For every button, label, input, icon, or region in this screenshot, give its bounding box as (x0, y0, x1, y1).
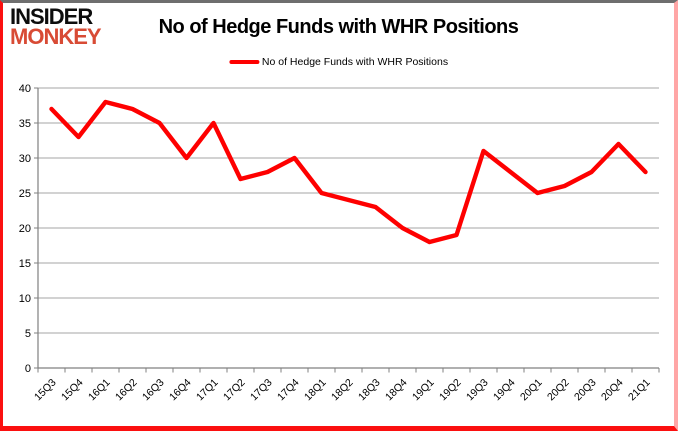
y-tick-label: 20 (19, 223, 31, 235)
x-tick-label: 16Q4 (167, 377, 194, 404)
x-tick-label: 17Q4 (275, 377, 302, 404)
x-tick-label: 17Q2 (221, 377, 248, 404)
x-tick-label: 18Q2 (329, 377, 356, 404)
x-tick-label: 19Q4 (491, 377, 518, 404)
legend-line-swatch (228, 60, 259, 64)
x-tick-label: 16Q1 (86, 377, 113, 404)
insider-monkey-logo: INSIDER MONKEY (10, 4, 102, 50)
x-tick-label: 16Q3 (140, 377, 167, 404)
logo-text-insider: INSIDER (10, 4, 93, 29)
y-tick-label: 40 (19, 83, 31, 95)
x-tick-label: 20Q1 (518, 377, 545, 404)
y-tick-label: 35 (19, 118, 31, 130)
y-tick-label: 0 (25, 363, 31, 375)
x-tick-label: 19Q2 (437, 377, 464, 404)
x-tick-label: 18Q3 (356, 377, 383, 404)
x-tick-label: 17Q1 (194, 377, 221, 404)
x-tick-label: 19Q1 (410, 377, 437, 404)
x-tick-label: 15Q4 (59, 377, 86, 404)
x-tick-label: 16Q2 (113, 377, 140, 404)
x-tick-label: 18Q1 (302, 377, 329, 404)
legend: No of Hedge Funds with WHR Positions (228, 56, 449, 68)
x-tick-label: 20Q3 (572, 377, 599, 404)
x-tick-label: 15Q3 (32, 377, 59, 404)
y-tick-label: 30 (19, 153, 31, 165)
y-tick-label: 25 (19, 188, 31, 200)
x-tick-label: 17Q3 (248, 377, 275, 404)
series-line (49, 99, 648, 245)
y-tick-label: 15 (19, 258, 31, 270)
y-tick-label: 10 (19, 293, 31, 305)
x-tick-label: 18Q4 (383, 377, 410, 404)
y-tick-label: 5 (25, 328, 31, 340)
x-tick-label: 19Q3 (464, 377, 491, 404)
x-tick-label: 20Q2 (545, 377, 572, 404)
x-tick-label: 20Q4 (599, 377, 626, 404)
chart-title: No of Hedge Funds with WHR Positions (158, 16, 519, 38)
logo-text-monkey: MONKEY (10, 24, 102, 50)
legend-label: No of Hedge Funds with WHR Positions (261, 56, 449, 68)
chart-plot: 0 5 10 15 20 25 30 35 40 15Q3 15Q4 16Q1 16Q2 16Q3 16Q4… (19, 83, 660, 404)
x-tick-label: 21Q1 (626, 377, 653, 404)
